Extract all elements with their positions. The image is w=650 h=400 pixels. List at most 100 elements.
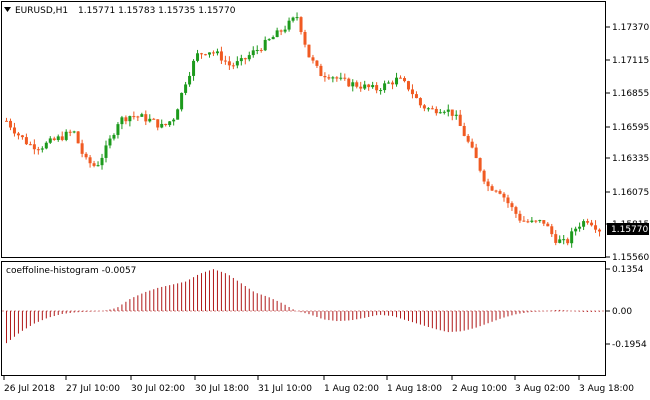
candle-body: [200, 53, 204, 55]
symbol-label: EURUSD,H1: [15, 6, 68, 16]
candle-body: [96, 165, 100, 167]
candle-body: [311, 57, 315, 61]
candle-body: [48, 138, 52, 143]
candle-body: [140, 114, 144, 117]
candle-body: [36, 149, 40, 151]
candle-body: [530, 220, 534, 222]
candle-body: [422, 105, 426, 109]
candle-body: [566, 239, 570, 244]
candle-series: [5, 12, 602, 248]
candle-body: [598, 229, 602, 232]
candle-body: [223, 60, 227, 62]
candle-body: [414, 94, 418, 99]
candle-body: [116, 124, 120, 135]
candle-body: [355, 82, 359, 87]
candle-body: [72, 131, 76, 133]
candle-body: [28, 144, 32, 146]
candle-body: [144, 114, 148, 122]
candle-body: [299, 17, 303, 33]
candle-body: [450, 109, 454, 116]
candle-body: [231, 65, 235, 67]
candle-body: [164, 123, 168, 126]
candle-body: [76, 131, 80, 144]
candle-body: [486, 181, 490, 187]
candle-body: [371, 85, 375, 88]
candle-body: [351, 82, 355, 87]
price-tick-label: 1.16855: [612, 89, 649, 99]
candle-body: [5, 120, 8, 122]
candle-body: [239, 58, 243, 62]
indicator-panel-frame: [1, 261, 606, 376]
candle-body: [367, 84, 371, 88]
candle-body: [387, 82, 391, 84]
collapse-arrow-icon[interactable]: [4, 7, 11, 12]
candle-body: [168, 121, 172, 126]
candle-body: [462, 125, 466, 136]
candle-body: [152, 118, 156, 120]
price-tick-label: 1.16335: [612, 154, 649, 164]
candle-body: [418, 98, 422, 106]
candle-body: [128, 116, 132, 122]
candle-body: [80, 143, 84, 154]
candle-body: [546, 223, 550, 227]
candle-body: [283, 29, 287, 32]
time-tick-label: 1 Aug 18:00: [387, 384, 442, 394]
candle-body: [92, 163, 96, 166]
time-tick-label: 2 Aug 10:00: [452, 384, 507, 394]
time-axis: 26 Jul 2018 27 Jul 10:00 30 Jul 02:00 30 Ju…: [3, 376, 634, 394]
candle-body: [12, 127, 16, 134]
candle-body: [478, 158, 482, 171]
indicator-tick-label: -0.1954: [612, 340, 647, 350]
candle-body: [518, 213, 522, 221]
candle-body: [498, 191, 502, 194]
candle-body: [542, 220, 546, 224]
candle-body: [363, 84, 367, 89]
candle-body: [383, 83, 387, 91]
candle-body: [490, 186, 494, 191]
candle-body: [323, 76, 327, 78]
price-tick-label: 1.17115: [612, 56, 649, 66]
time-tick-label: 26 Jul 2018: [4, 384, 55, 394]
candle-body: [275, 30, 279, 38]
candle-body: [32, 144, 36, 150]
candle-body: [502, 193, 506, 198]
candle-body: [510, 203, 514, 208]
candle-body: [426, 108, 430, 110]
candle-body: [88, 157, 92, 164]
price-tick-label: 1.17370: [612, 23, 649, 33]
candle-body: [403, 78, 406, 82]
candle-body: [219, 51, 223, 61]
candle-body: [188, 75, 192, 85]
candle-body: [132, 116, 136, 118]
candle-body: [108, 138, 112, 146]
candle-body: [474, 147, 478, 159]
candle-body: [375, 85, 379, 91]
time-tick-label: 31 Jul 10:00: [258, 384, 312, 394]
price-tick-label: 1.16595: [612, 123, 649, 133]
time-tick-label: 3 Aug 02:00: [515, 384, 570, 394]
candle-body: [172, 119, 176, 122]
time-tick-label: 27 Jul 10:00: [66, 384, 120, 394]
candle-body: [315, 60, 319, 66]
candle-body: [442, 111, 446, 113]
candle-body: [60, 136, 64, 140]
candle-body: [180, 92, 184, 110]
candle-body: [287, 20, 291, 30]
indicator-axis: 0.1354 0.00 -0.1954: [606, 265, 647, 350]
candle-body: [136, 116, 140, 118]
candle-body: [271, 37, 275, 40]
candle-body: [526, 221, 530, 223]
candle-body: [100, 157, 104, 166]
candle-body: [391, 82, 395, 85]
candle-body: [458, 114, 462, 126]
candle-body: [303, 32, 307, 45]
time-tick-label: 30 Jul 02:00: [131, 384, 185, 394]
candle-body: [156, 119, 160, 128]
candle-body: [291, 17, 295, 21]
time-tick-label: 3 Aug 18:00: [579, 384, 634, 394]
candle-body: [331, 77, 335, 79]
candle-body: [295, 17, 299, 19]
candle-body: [379, 90, 383, 92]
